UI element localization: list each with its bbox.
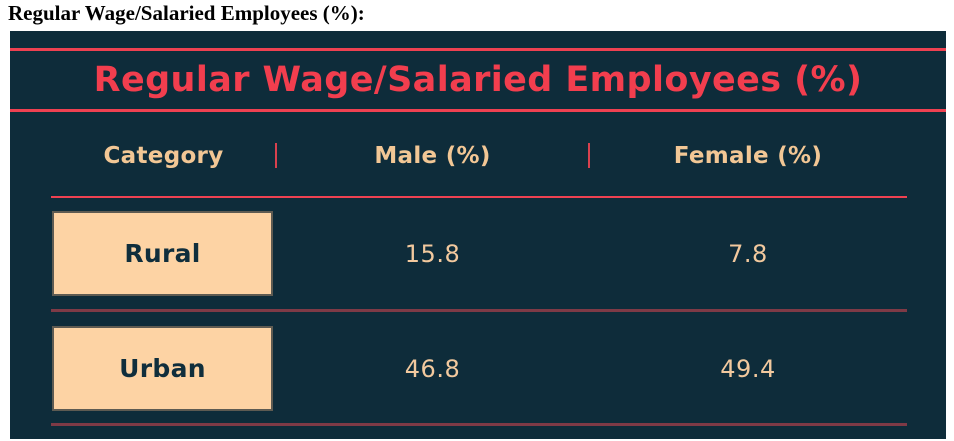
header-underline <box>51 196 907 198</box>
category-label: Rural <box>124 239 201 268</box>
value-rural-male: 15.8 <box>404 240 461 268</box>
title-area: Regular Wage/Salaried Employees (%) <box>10 51 946 109</box>
table-title: Regular Wage/Salaried Employees (%) <box>93 60 863 100</box>
row-separator <box>51 309 907 312</box>
document-heading: Regular Wage/Salaried Employees (%): <box>8 1 365 25</box>
title-bottom-rule <box>10 109 946 112</box>
value-rural-female: 7.8 <box>728 240 768 268</box>
value-urban-female: 49.4 <box>720 355 776 383</box>
header-column-divider <box>588 143 590 168</box>
header-column-divider <box>275 143 277 168</box>
column-header-male: Male (%) <box>374 143 491 169</box>
category-label: Urban <box>119 354 206 383</box>
table-header-row: Category Male (%) Female (%) <box>51 139 907 173</box>
column-header-female: Female (%) <box>673 143 823 169</box>
column-header-category: Category <box>103 143 224 169</box>
infographic-card: Regular Wage/Salaried Employees (%) Cate… <box>10 31 946 439</box>
category-box-urban: Urban <box>52 326 273 411</box>
row-separator <box>51 423 907 426</box>
title-top-rule <box>10 48 946 51</box>
category-box-rural: Rural <box>52 211 273 296</box>
value-urban-male: 46.8 <box>404 355 461 383</box>
